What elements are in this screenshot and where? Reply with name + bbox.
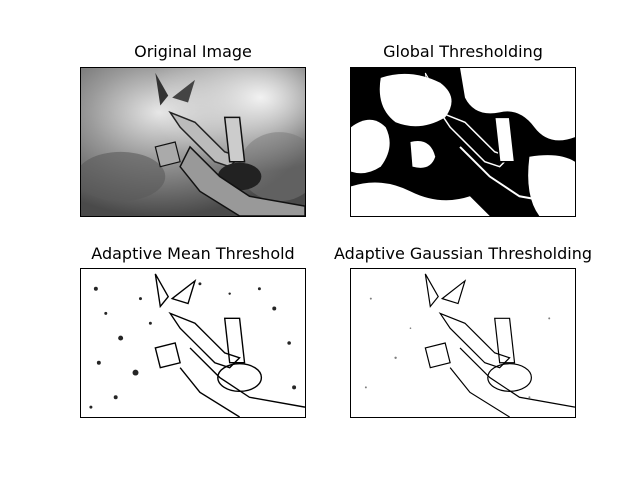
global-threshold-image bbox=[350, 67, 576, 217]
original-image bbox=[80, 67, 306, 217]
panel-title-global: Global Thresholding bbox=[383, 42, 543, 61]
panel-title-original: Original Image bbox=[134, 42, 252, 61]
panel-title-adaptive-mean: Adaptive Mean Threshold bbox=[91, 244, 295, 263]
adaptive-mean-image bbox=[80, 268, 306, 418]
panel-title-adaptive-gaussian: Adaptive Gaussian Thresholding bbox=[334, 244, 592, 263]
adaptive-gaussian-image bbox=[350, 268, 576, 418]
